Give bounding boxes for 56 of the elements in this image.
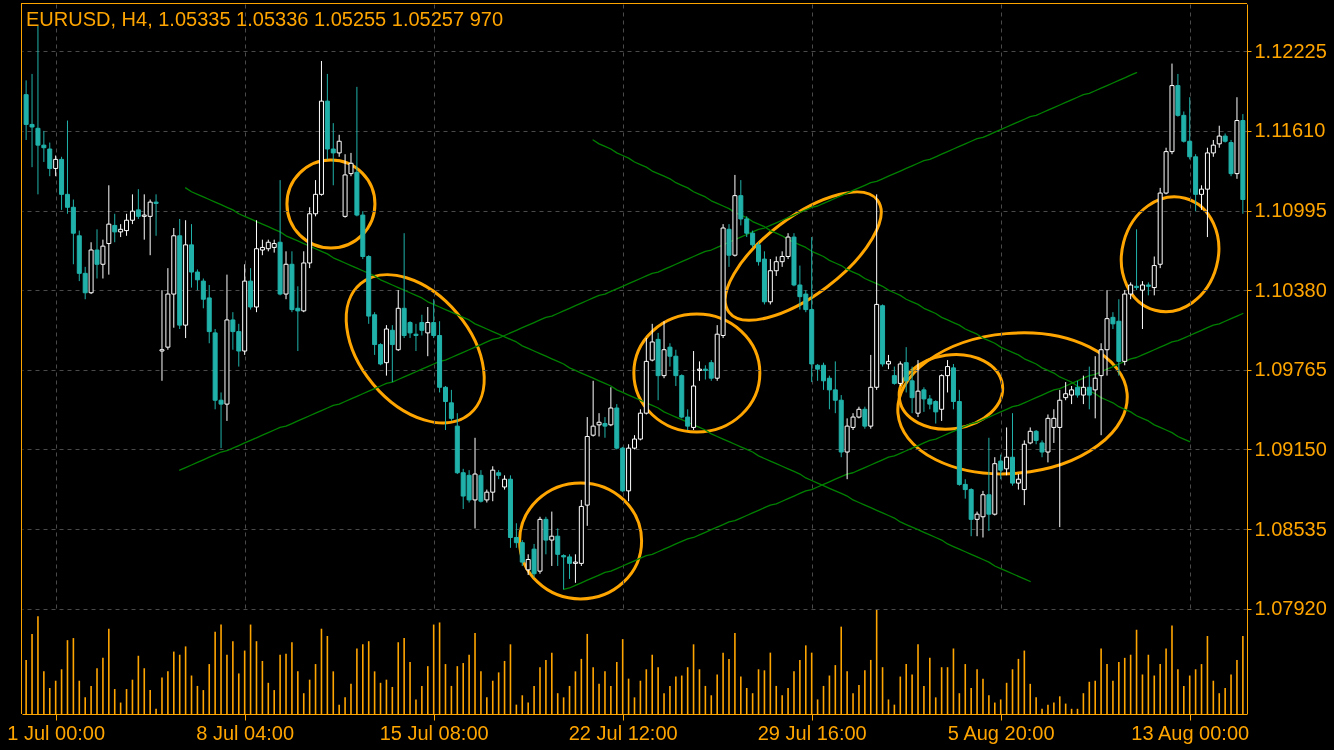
candlestick [525,553,531,576]
candlestick [53,155,59,177]
candlestick [348,152,354,177]
candlestick [1151,256,1157,296]
candlestick [608,386,614,427]
candlestick [649,323,655,362]
candlestick [915,359,921,418]
candlestick [1092,355,1098,419]
candlestick [419,314,425,336]
candlestick [549,511,555,567]
candlestick [413,323,419,352]
y-tick-label: 1.11610 [1254,119,1326,142]
x-tick-label: 22 Jul 12:00 [568,721,678,744]
y-tick-label: 1.08535 [1254,517,1327,540]
candlestick [602,416,608,439]
candlestick [106,184,112,276]
x-tick-label: 13 Aug 00:00 [1131,721,1250,744]
candlestick [1134,228,1140,291]
candlestick [135,188,141,220]
candlestick [897,360,903,387]
y-tick-label: 1.10995 [1254,199,1327,222]
y-tick-label: 1.09765 [1254,358,1327,381]
x-tick-label: 8 Jul 04:00 [196,721,295,744]
candlestick [555,527,561,567]
candlestick [112,213,118,243]
chart-title: EURUSD, H4, 1.05335 1.05336 1.05255 1.05257 970 [26,8,504,30]
candlestick [425,306,431,357]
x-tick-label: 15 Jul 08:00 [379,721,489,744]
candlestick [47,142,53,177]
candlestick [1004,426,1010,476]
y-tick-label: 1.12225 [1254,39,1327,62]
y-tick-label: 1.09150 [1254,437,1327,460]
candlestick [389,324,395,383]
candlestick [94,228,100,280]
x-tick-label: 1 Jul 00:00 [7,721,106,744]
candlestick [891,366,897,386]
candlestick [998,454,1004,480]
candlestick [862,406,868,430]
candlestick [1086,366,1092,410]
x-tick-label: 29 Jul 16:00 [757,721,867,744]
candlestick [100,239,106,280]
candlestick [159,289,165,382]
candlestick [596,412,602,437]
candlestick [1080,375,1086,405]
candlestick [986,437,992,532]
candlestick [696,360,702,382]
candlestick [448,389,454,422]
candlestick [543,516,549,555]
candlestick [590,380,596,437]
x-tick-label: 5 Aug 20:00 [947,721,1055,744]
candlestick [1216,125,1222,149]
candlestick [1139,280,1145,330]
candlestick [153,193,159,237]
candlestick [336,134,342,158]
y-tick-label: 1.10380 [1254,278,1327,301]
y-tick-label: 1.07920 [1254,597,1327,620]
